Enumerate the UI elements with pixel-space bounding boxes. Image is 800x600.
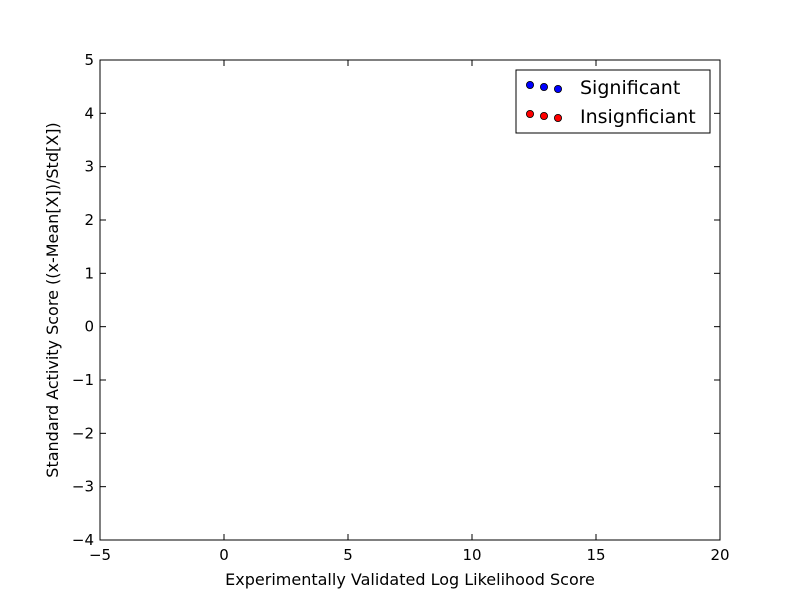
- x-tick-label: 15: [586, 546, 605, 564]
- y-axis-label: Standard Activity Score ((x-Mean[X])/Std…: [43, 122, 62, 477]
- legend-box: [515, 69, 711, 134]
- y-tick-label: 2: [84, 211, 94, 229]
- x-tick-label: 0: [219, 546, 229, 564]
- legend-label-insignficiant: Insignficiant: [580, 106, 696, 128]
- y-tick-label: −4: [72, 531, 94, 549]
- legend-marker-significant: [554, 85, 563, 94]
- legend-marker-insignficiant: [554, 114, 563, 123]
- y-tick-label: −2: [72, 424, 94, 442]
- legend-marker-significant: [540, 83, 549, 92]
- legend-marker-significant: [526, 81, 535, 90]
- legend-marker-insignficiant: [540, 112, 549, 121]
- plot-frame: [99, 59, 721, 541]
- x-tick-label: 10: [462, 546, 481, 564]
- x-axis-label: Experimentally Validated Log Likelihood …: [225, 570, 595, 589]
- legend-label-significant: Significant: [580, 77, 680, 99]
- x-tick-label: −5: [89, 546, 111, 564]
- y-tick-label: 4: [84, 104, 94, 122]
- x-tick-label: 5: [343, 546, 353, 564]
- axes-layer: −5 0 5 10 15 20 −4 −3 −2 −1 0 1 2 3 4 5 Experimentally V…: [43, 51, 730, 589]
- legend: Significant Insignficiant: [515, 69, 711, 134]
- x-tick-label: 20: [710, 546, 729, 564]
- y-tick-label: 3: [84, 158, 94, 176]
- legend-marker-insignficiant: [526, 110, 535, 119]
- y-tick-label: −3: [72, 478, 94, 496]
- y-tick-label: 5: [84, 51, 94, 69]
- y-tick-label: −1: [72, 371, 94, 389]
- y-tick-label: 1: [84, 264, 94, 282]
- y-tick-label: 0: [84, 318, 94, 336]
